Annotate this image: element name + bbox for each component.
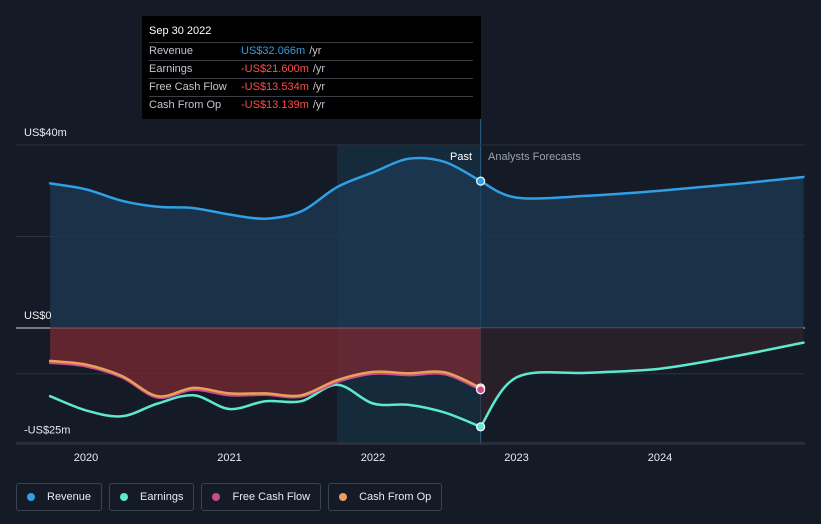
tooltip-row-revenue: Revenue US$32.066m /yr bbox=[149, 42, 473, 60]
free-cash-flow-past-line bbox=[48, 361, 482, 400]
earnings-forecast-area bbox=[480, 328, 804, 427]
x-tick-label: 2022 bbox=[361, 452, 385, 464]
legend-label: Free Cash Flow bbox=[232, 491, 311, 503]
tooltip-date: Sep 30 2022 bbox=[149, 25, 212, 37]
cash-from-op-past-line bbox=[48, 359, 482, 398]
tooltip-label: Revenue bbox=[149, 45, 194, 57]
x-tick-label: 2020 bbox=[74, 452, 98, 464]
cash-from-op-dot-icon bbox=[339, 493, 348, 501]
revenue-area bbox=[50, 157, 804, 328]
tooltip-row-earnings: Earnings -US$21.600m /yr bbox=[149, 60, 473, 78]
legend-item-earnings[interactable]: Earnings bbox=[109, 483, 195, 511]
tooltip-label: Free Cash Flow bbox=[149, 81, 227, 93]
tooltip-value: US$32.066m bbox=[241, 45, 306, 57]
legend-item-revenue[interactable]: Revenue bbox=[16, 483, 103, 511]
legend-label: Cash From Op bbox=[359, 491, 432, 503]
forecast-label: Analysts Forecasts bbox=[488, 151, 581, 163]
legend-label: Earnings bbox=[140, 491, 184, 503]
tooltip-label: Cash From Op bbox=[149, 99, 222, 111]
tooltip-unit: /yr bbox=[312, 99, 326, 111]
tooltip-unit: /yr bbox=[309, 45, 322, 57]
earnings-past-line bbox=[48, 383, 482, 429]
tooltip-row-free-cash-flow: Free Cash Flow -US$13.534m /yr bbox=[149, 78, 473, 96]
tooltip-unit: /yr bbox=[312, 81, 326, 93]
tooltip-value: -US$21.600m bbox=[241, 63, 309, 75]
tooltip: Sep 30 2022 Revenue US$32.066m /yr Earni… bbox=[142, 16, 481, 119]
y-tick-label: -US$25m bbox=[24, 424, 70, 436]
legend-item-free-cash-flow[interactable]: Free Cash Flow bbox=[201, 483, 322, 511]
free-cash-flow-marker bbox=[476, 385, 486, 395]
earnings-dot-icon bbox=[120, 493, 129, 501]
cash-from-op-area bbox=[50, 328, 481, 397]
tooltip-row-cash-from-op: Cash From Op -US$13.139m /yr bbox=[149, 96, 473, 114]
y-tick-label: US$40m bbox=[24, 127, 67, 139]
revenue-forecast-line bbox=[479, 175, 805, 200]
tooltip-unit: /yr bbox=[312, 63, 326, 75]
past-label: Past bbox=[450, 151, 472, 163]
tooltip-value: -US$13.534m bbox=[241, 81, 309, 93]
free-cash-flow-dot-icon bbox=[212, 493, 221, 501]
legend-item-cash-from-op[interactable]: Cash From Op bbox=[328, 483, 443, 511]
tooltip-label: Earnings bbox=[149, 63, 193, 75]
x-tick-label: 2021 bbox=[217, 452, 241, 464]
x-tick-label: 2024 bbox=[648, 452, 672, 464]
legend-label: Revenue bbox=[47, 491, 92, 503]
revenue-past-line bbox=[48, 156, 482, 220]
x-tick-label: 2023 bbox=[504, 452, 528, 464]
earnings-forecast-line bbox=[479, 341, 805, 429]
tooltip-value: -US$13.139m bbox=[241, 99, 309, 111]
revenue-marker bbox=[476, 176, 486, 186]
legend: Revenue Earnings Free Cash Flow Cash Fro… bbox=[16, 483, 443, 511]
revenue-dot-icon bbox=[27, 493, 35, 501]
earnings-marker bbox=[476, 422, 486, 432]
y-tick-label: US$0 bbox=[24, 310, 52, 322]
